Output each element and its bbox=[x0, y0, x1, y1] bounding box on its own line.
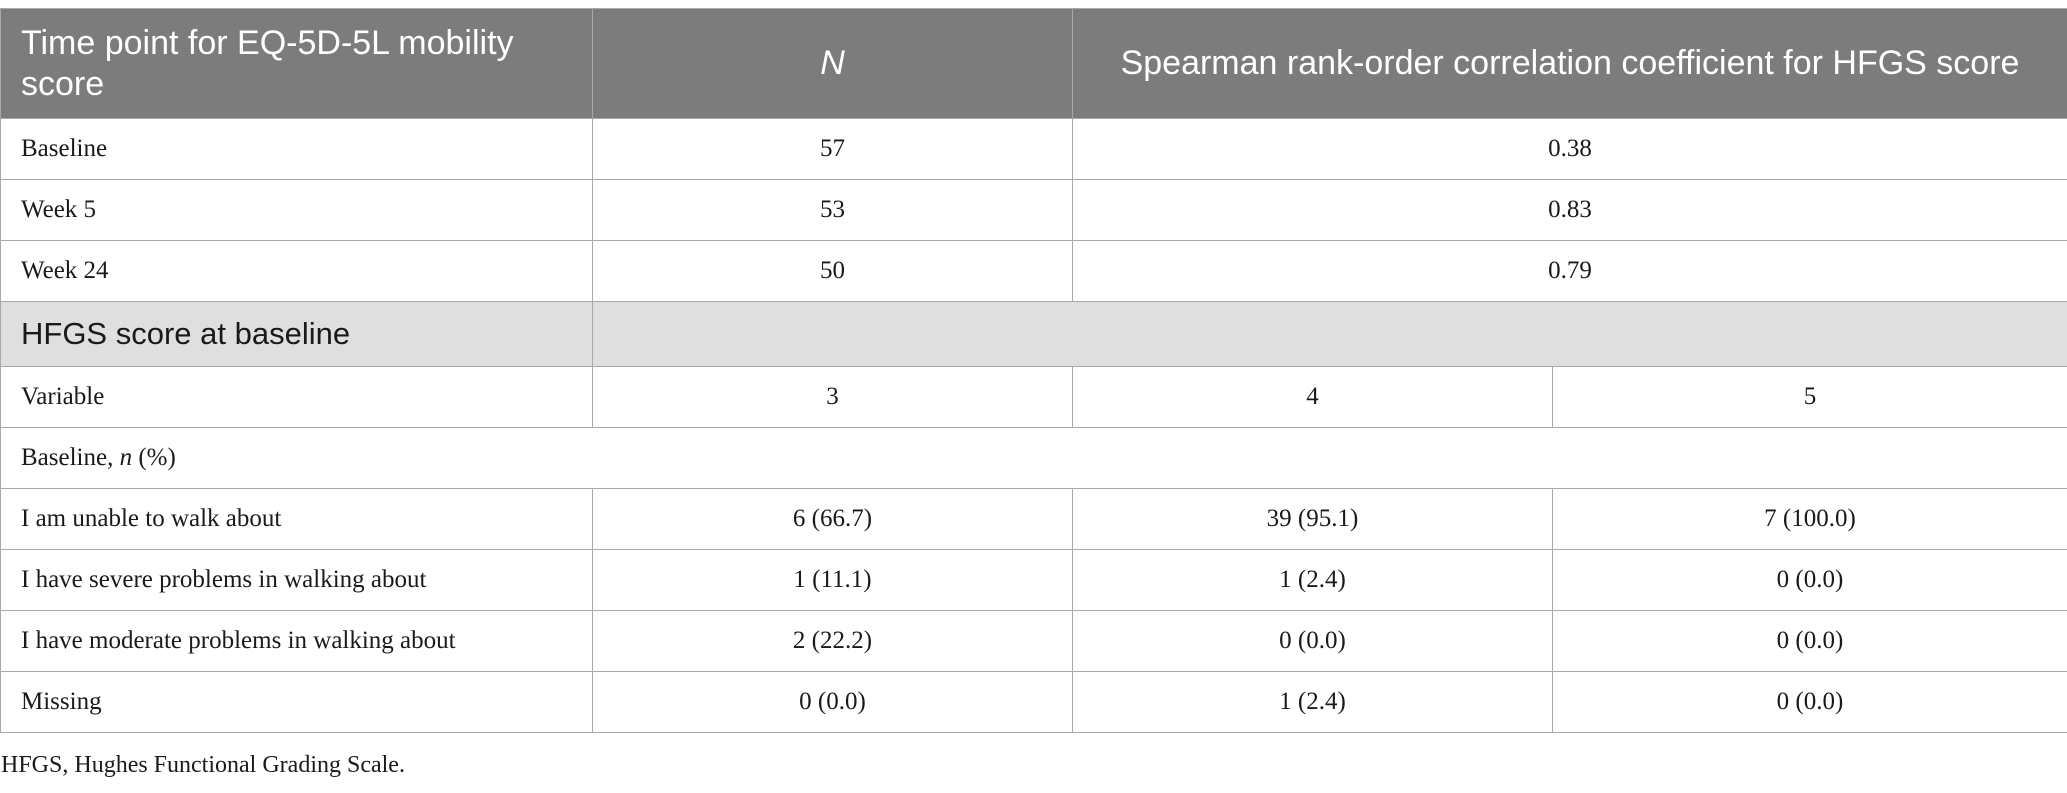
row-score-5: 0 (0.0) bbox=[1551, 671, 2067, 733]
row-score-5: 7 (100.0) bbox=[1551, 488, 2067, 550]
section-filler bbox=[591, 301, 2067, 367]
variable-label: Variable bbox=[0, 366, 593, 428]
row-n: 50 bbox=[592, 240, 1073, 302]
variable-row: Variable 3 4 5 bbox=[0, 366, 2067, 428]
variable-score-4: 4 bbox=[1072, 366, 1553, 428]
row-score-4: 0 (0.0) bbox=[1072, 610, 1553, 672]
table-footnote: HFGS, Hughes Functional Grading Scale. bbox=[1, 752, 405, 778]
row-label: Week 5 bbox=[0, 179, 593, 241]
row-coefficient: 0.38 bbox=[1071, 118, 2067, 180]
table-row: I have severe problems in walking about … bbox=[0, 549, 2067, 611]
row-n: 57 bbox=[592, 118, 1073, 180]
row-score-4: 1 (2.4) bbox=[1072, 671, 1553, 733]
table-row: Week 24 50 0.79 bbox=[0, 240, 2067, 302]
section-row: HFGS score at baseline bbox=[0, 301, 2067, 367]
table-row: Week 5 53 0.83 bbox=[0, 179, 2067, 241]
row-coefficient: 0.83 bbox=[1071, 179, 2067, 241]
baseline-subhead-row: Baseline, n (%) bbox=[0, 427, 2067, 489]
baseline-suffix: (%) bbox=[132, 444, 176, 471]
section-label: HFGS score at baseline bbox=[0, 301, 593, 367]
baseline-subhead: Baseline, n (%) bbox=[0, 427, 2067, 489]
row-label: Week 24 bbox=[0, 240, 593, 302]
row-n: 53 bbox=[592, 179, 1073, 241]
baseline-n: n bbox=[119, 444, 133, 471]
variable-score-5: 5 bbox=[1551, 366, 2067, 428]
row-label: Baseline bbox=[0, 118, 593, 180]
row-score-5: 0 (0.0) bbox=[1551, 549, 2067, 611]
row-label: Missing bbox=[0, 671, 593, 733]
row-score-3: 6 (66.7) bbox=[592, 488, 1073, 550]
header-spearman: Spearman rank-order correlation coeffici… bbox=[1071, 8, 2067, 119]
row-label: I have severe problems in walking about bbox=[0, 549, 593, 611]
row-coefficient: 0.79 bbox=[1071, 240, 2067, 302]
row-label: I am unable to walk about bbox=[0, 488, 593, 550]
row-label: I have moderate problems in walking abou… bbox=[0, 610, 593, 672]
header-time-point: Time point for EQ-5D-5L mobility score bbox=[0, 8, 593, 119]
row-score-3: 1 (11.1) bbox=[592, 549, 1073, 611]
table-row: I am unable to walk about 6 (66.7) 39 (9… bbox=[0, 488, 2067, 550]
table-row: Missing 0 (0.0) 1 (2.4) 0 (0.0) bbox=[0, 671, 2067, 733]
row-score-4: 39 (95.1) bbox=[1072, 488, 1553, 550]
variable-score-3: 3 bbox=[592, 366, 1073, 428]
table-row: I have moderate problems in walking abou… bbox=[0, 610, 2067, 672]
baseline-prefix: Baseline, bbox=[21, 444, 120, 471]
row-score-4: 1 (2.4) bbox=[1072, 549, 1553, 611]
data-table: Time point for EQ-5D-5L mobility score N… bbox=[0, 8, 2067, 733]
row-score-5: 0 (0.0) bbox=[1551, 610, 2067, 672]
table-row: Baseline 57 0.38 bbox=[0, 118, 2067, 180]
header-row: Time point for EQ-5D-5L mobility score N… bbox=[0, 8, 2067, 119]
row-score-3: 0 (0.0) bbox=[592, 671, 1073, 733]
row-score-3: 2 (22.2) bbox=[592, 610, 1073, 672]
header-n: N bbox=[592, 8, 1073, 119]
